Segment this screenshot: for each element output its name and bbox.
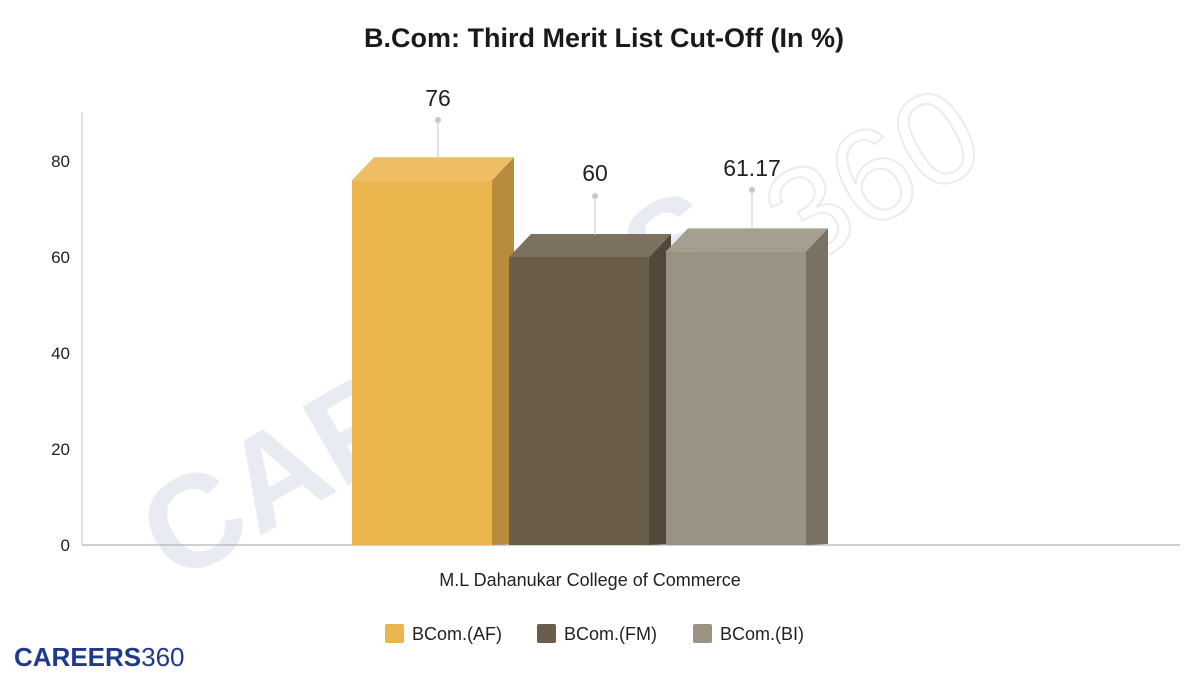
data-label-group: 60 (582, 160, 608, 235)
bar-top-face (352, 157, 514, 181)
chart-title: B.Com: Third Merit List Cut-Off (In %) (364, 23, 844, 53)
legend-item: BCom.(AF) (385, 624, 502, 644)
bar-side-face (492, 157, 514, 545)
y-axis: 0 20 40 60 80 (51, 152, 70, 555)
legend-item: BCom.(FM) (537, 624, 657, 644)
y-tick-label: 60 (51, 248, 70, 267)
data-label: 61.17 (723, 155, 781, 181)
legend-swatch (693, 624, 712, 643)
bar-front-face (509, 257, 649, 545)
bars (352, 157, 828, 545)
bar-side-face (649, 234, 671, 545)
legend-label: BCom.(BI) (720, 624, 804, 644)
data-labels: 76 60 61.17 (425, 85, 781, 235)
bar-front-face (666, 251, 806, 545)
bar-front-face (352, 180, 492, 545)
legend-label: BCom.(FM) (564, 624, 657, 644)
y-tick-label: 80 (51, 152, 70, 171)
legend: BCom.(AF) BCom.(FM) BCom.(BI) (385, 624, 804, 644)
data-label-group: 76 (425, 85, 451, 159)
legend-label: BCom.(AF) (412, 624, 502, 644)
data-label-group: 61.17 (723, 155, 781, 230)
data-label: 60 (582, 160, 608, 186)
data-label-dot (592, 193, 598, 199)
legend-swatch (537, 624, 556, 643)
bar-side-face (806, 228, 828, 545)
logo-brand: CAREERS (14, 642, 142, 672)
legend-item: BCom.(BI) (693, 624, 804, 644)
bar-top-face (666, 228, 828, 252)
bar-top-face (509, 234, 671, 257)
y-tick-label: 20 (51, 440, 70, 459)
bar-1 (352, 157, 514, 545)
logo-number: 360 (141, 642, 185, 672)
bar-2 (509, 234, 671, 545)
y-tick-label: 0 (61, 536, 70, 555)
data-label-dot (435, 117, 441, 123)
category-label: M.L Dahanukar College of Commerce (439, 570, 740, 590)
y-tick-label: 40 (51, 344, 70, 363)
data-label: 76 (425, 85, 451, 111)
bar-3 (666, 228, 828, 545)
legend-swatch (385, 624, 404, 643)
data-label-dot (749, 187, 755, 193)
careers360-logo: CAREERS360 (14, 642, 185, 672)
